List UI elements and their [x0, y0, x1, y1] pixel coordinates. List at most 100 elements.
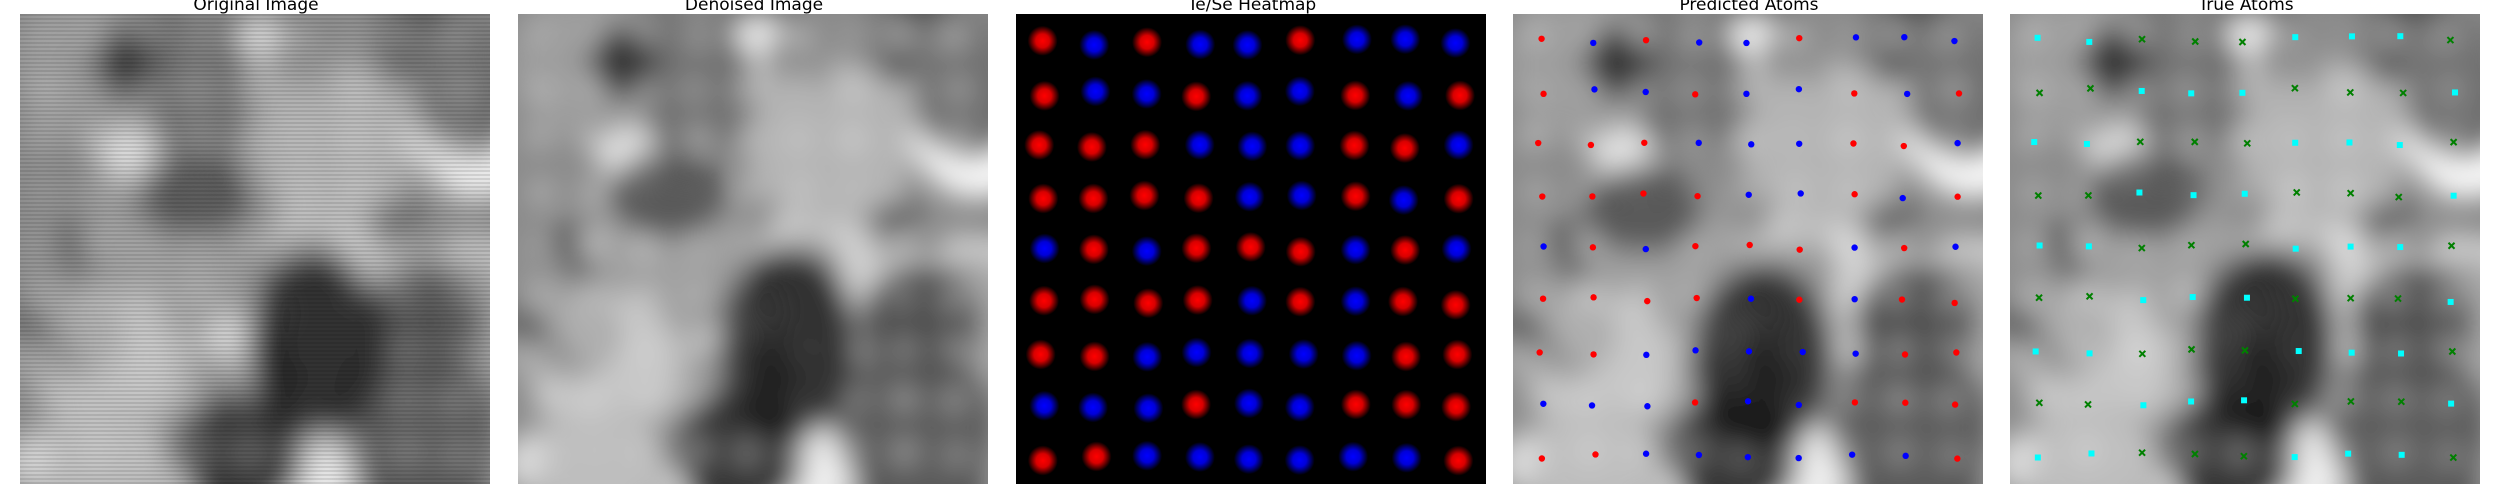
te-peak — [1183, 183, 1214, 214]
predicted-se-atom — [1851, 295, 1858, 303]
predicted-se-atom — [1745, 191, 1752, 198]
true-atom-green — [2238, 38, 2247, 46]
te-peak — [1078, 183, 1109, 214]
te-peak — [1339, 130, 1370, 161]
se-peak — [1285, 130, 1316, 161]
se-peak — [1078, 392, 1109, 423]
predicted-te-atom — [1954, 455, 1961, 462]
predicted-se-atom — [1848, 451, 1856, 458]
predicted-se-atom — [1744, 453, 1752, 461]
se-peak — [1080, 76, 1111, 107]
true-atom-green — [2291, 295, 2300, 303]
se-peak — [1079, 29, 1110, 60]
true-atom-green — [2397, 398, 2406, 406]
te-peak — [1181, 81, 1212, 112]
true-atom-green — [2187, 345, 2196, 354]
true-atom-cyan — [2448, 400, 2455, 407]
panel-title-heatmap: Te/Se Heatmap — [1187, 0, 1317, 14]
predicted-se-atom — [1899, 194, 1906, 202]
true-atom-green — [2035, 399, 2044, 407]
te-peak — [1181, 233, 1212, 264]
true-atom-cyan — [2292, 245, 2299, 252]
te-peak — [1443, 445, 1474, 476]
se-peak — [1234, 338, 1265, 369]
te-peak — [1024, 130, 1055, 161]
predicted-te-atom — [1590, 351, 1597, 358]
true-atom-green — [2035, 293, 2043, 302]
true-atom-cyan — [2452, 89, 2459, 96]
predicted-te-atom — [1693, 294, 1700, 302]
predicted-se-atom — [1797, 190, 1804, 197]
te-peak — [1028, 183, 1059, 214]
true-atom-cyan — [2397, 244, 2404, 251]
te-peak — [1443, 183, 1474, 214]
predicted-te-atom — [1851, 399, 1859, 406]
true-atom-cyan — [2031, 139, 2038, 146]
predicted-te-atom — [1954, 193, 1961, 200]
true-atom-cyan — [2140, 402, 2147, 409]
true-atom-cyan — [2348, 33, 2355, 40]
predicted-se-atom — [1692, 347, 1699, 354]
se-peak — [1184, 129, 1215, 160]
true-atom-cyan — [2291, 454, 2298, 461]
predicted-te-atom — [1644, 297, 1651, 305]
predicted-te-atom — [1850, 140, 1857, 147]
predicted-se-atom — [1696, 39, 1703, 46]
true-atom-green — [2138, 244, 2146, 252]
predicted-se-atom — [1591, 86, 1598, 93]
true-atom-green — [2034, 191, 2043, 200]
predicted-te-atom — [1538, 455, 1546, 462]
predicted-se-atom — [1795, 454, 1802, 462]
predicted-te-atom — [1951, 299, 1958, 307]
predicted-se-atom — [1903, 90, 1911, 98]
predicted-se-atom — [1901, 33, 1908, 41]
panel-title-true: True Atoms — [2198, 0, 2294, 14]
predicted-se-atom — [1852, 350, 1859, 357]
true-atom-cyan — [2243, 294, 2250, 301]
panel-title-predicted: Predicted Atoms — [1679, 0, 1819, 14]
true-atom-green — [2346, 294, 2355, 302]
true-atom-cyan — [2086, 350, 2093, 357]
predicted-te-atom — [1539, 295, 1547, 302]
true-atom-green — [2191, 37, 2199, 46]
true-atom-cyan — [2034, 34, 2041, 41]
te-peak — [1182, 285, 1213, 316]
se-peak — [1443, 130, 1474, 161]
predicted-te-atom — [1538, 35, 1545, 42]
true-atom-green — [2394, 294, 2402, 303]
te-peak — [1079, 284, 1110, 315]
te-peak — [1285, 25, 1316, 56]
te-peak — [1390, 235, 1421, 266]
se-peak — [1388, 185, 1419, 216]
predicted-te-atom — [1589, 244, 1597, 251]
true-atom-green — [2291, 84, 2299, 92]
se-peak — [1237, 131, 1268, 162]
se-peak — [1393, 80, 1424, 111]
predicted-te-atom — [1902, 399, 1909, 406]
predicted-se-atom — [1643, 351, 1650, 359]
te-peak — [1285, 236, 1316, 267]
predicted-te-atom — [1692, 91, 1699, 98]
predicted-te-atom — [1694, 192, 1701, 200]
original-image — [20, 14, 490, 484]
predicted-se-atom — [1588, 402, 1596, 409]
te-se-heatmap — [1016, 14, 1486, 484]
true-atom-cyan — [2398, 451, 2405, 458]
true-atom-green — [2241, 346, 2249, 355]
true-atom-cyan — [2295, 348, 2302, 355]
predicted-te-atom — [1539, 193, 1546, 200]
predicted-te-atom — [1587, 141, 1595, 149]
se-peak — [1288, 339, 1319, 370]
true-atom-green — [2191, 138, 2199, 146]
true-atom-cyan — [2034, 454, 2041, 461]
true-atom-green — [2449, 138, 2458, 146]
true-atom-green — [2293, 188, 2301, 197]
predicted-se-atom — [1642, 450, 1650, 457]
predicted-se-atom — [1642, 88, 1649, 96]
te-peak — [1391, 341, 1422, 372]
te-peak — [1025, 339, 1056, 370]
predicted-se-atom — [1642, 245, 1649, 253]
true-atom-cyan — [2190, 192, 2197, 199]
predicted-te-atom — [1898, 296, 1906, 303]
predicted-te-atom — [1851, 90, 1858, 97]
